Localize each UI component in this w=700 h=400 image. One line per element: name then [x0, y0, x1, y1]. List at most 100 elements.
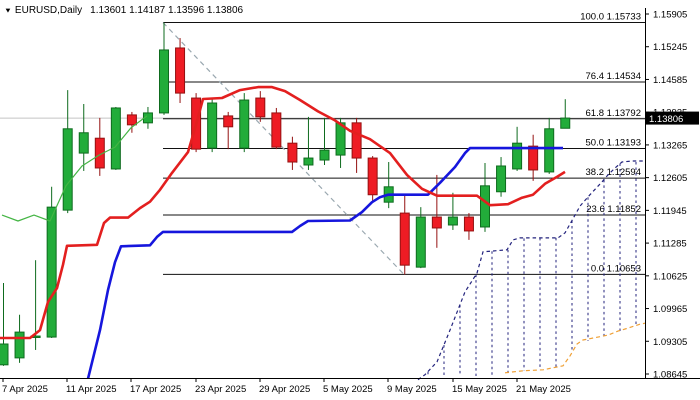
candle-up	[496, 157, 507, 197]
candle-up	[78, 104, 89, 171]
candle-up	[480, 163, 490, 232]
candle-up	[383, 162, 394, 209]
candle-body	[319, 149, 330, 161]
price-axis-label: 1.09965	[653, 304, 687, 315]
candle-down	[287, 136, 298, 170]
time-axis-label: 17 Apr 2025	[130, 384, 181, 395]
candle-up	[447, 192, 458, 230]
candle-up	[0, 283, 9, 366]
senkou-span-a-line	[417, 160, 645, 381]
candle-body	[239, 99, 250, 149]
fib-level-label: 61.8 1.13792	[586, 108, 641, 119]
candle-down	[255, 91, 266, 122]
time-axis-label: 21 May 2025	[516, 384, 571, 395]
candle-body	[512, 142, 523, 170]
candle-up	[319, 117, 330, 165]
candle-up	[415, 207, 426, 269]
candle-up	[159, 22, 169, 115]
chart-title: ▼ EURUSD,Daily 1.13601 1.14187 1.13596 1.1…	[4, 5, 243, 16]
candle-body	[431, 216, 442, 229]
time-axis-label: 7 Apr 2025	[2, 384, 48, 395]
price-axis-label: 1.15905	[653, 10, 687, 21]
candle-down	[399, 194, 410, 275]
time-axis: 7 Apr 2025 11 Apr 2025 17 Apr 2025 23 Apr 2…	[2, 378, 571, 395]
candle-down	[175, 38, 186, 104]
candle-body	[46, 206, 57, 338]
fib-trendline	[162, 22, 405, 275]
ichimoku-cloud	[417, 160, 646, 381]
candle-body	[175, 47, 186, 94]
candle-body	[415, 216, 426, 268]
candle-down	[528, 134, 539, 181]
candle-body	[271, 112, 282, 148]
fib-level-label: 100.0 1.15733	[580, 12, 641, 23]
fib-level-label: 50.0 1.13193	[586, 137, 641, 148]
price-axis-label: 1.13265	[653, 140, 687, 151]
tenkan-sen-line	[0, 85, 566, 340]
chikou-span-line	[1, 115, 148, 222]
candle-up	[207, 99, 218, 153]
candle-body	[463, 216, 474, 232]
candle-body	[207, 102, 218, 149]
candle-up	[560, 99, 571, 129]
time-axis-label: 5 May 2025	[323, 384, 373, 395]
candle-body	[110, 107, 121, 170]
symbol-period-label: EURUSD,Daily	[14, 5, 83, 16]
candle-down	[463, 213, 474, 240]
fib-level-label: 38.2 1.12594	[586, 167, 641, 178]
candle-body	[447, 216, 458, 226]
price-axis-label: 1.15245	[653, 42, 687, 53]
price-axis-label: 1.08645	[653, 370, 687, 381]
price-axis-label: 1.10625	[653, 271, 687, 282]
kijun-sen-line	[86, 146, 563, 380]
candle-body	[528, 145, 539, 171]
candle-body	[223, 115, 234, 128]
candle-body	[159, 49, 169, 114]
candle-up	[303, 116, 314, 170]
candle-body	[351, 122, 362, 159]
candle-down	[351, 117, 362, 173]
time-axis-label: 15 May 2025	[452, 384, 507, 395]
candle-body	[255, 97, 266, 118]
candle-down	[271, 107, 282, 150]
candle-body	[496, 165, 507, 193]
current-price-badge-bg	[646, 111, 699, 125]
candles-layer	[0, 22, 571, 366]
symbol-dropdown-icon[interactable]: ▼	[4, 6, 12, 15]
candle-body	[62, 128, 73, 211]
candle-body	[0, 343, 9, 366]
candle-down	[94, 117, 105, 176]
fib-level-label: 23.6 1.11852	[586, 204, 641, 215]
candle-body	[560, 117, 571, 129]
candle-body	[126, 114, 137, 126]
candle-up	[62, 90, 73, 214]
price-axis-label: 1.14585	[653, 75, 687, 86]
candle-up	[239, 93, 250, 153]
time-axis-label: 11 Apr 2025	[66, 384, 117, 395]
price-axis: 1.159051.152451.145851.139251.132651.126…	[645, 10, 687, 381]
time-axis-label: 29 Apr 2025	[259, 384, 310, 395]
candle-up	[46, 186, 57, 339]
candle-down	[367, 156, 378, 203]
candle-body	[14, 331, 25, 359]
candle-up	[110, 106, 121, 170]
current-price-badge-text: 1.13806	[649, 114, 683, 125]
candle-body	[303, 157, 314, 166]
candle-body	[480, 185, 490, 228]
price-axis-label: 1.11945	[653, 206, 687, 217]
candle-down	[223, 111, 234, 150]
current-price-badge: 1.13806	[646, 111, 699, 125]
candle-body	[544, 128, 555, 173]
fib-level-label: 0.0 1.10653	[591, 263, 641, 274]
time-axis-label: 23 Apr 2025	[195, 384, 246, 395]
candle-body	[287, 142, 298, 163]
fib-level-label: 76.4 1.14534	[586, 71, 641, 82]
candle-body	[367, 157, 378, 196]
candle-body	[78, 132, 89, 154]
senkou-span-b-line	[504, 322, 646, 374]
price-axis-label: 1.09305	[653, 337, 687, 348]
ohlc-readout: 1.13601 1.14187 1.13596 1.13806	[90, 5, 244, 16]
candle-body	[399, 212, 410, 266]
